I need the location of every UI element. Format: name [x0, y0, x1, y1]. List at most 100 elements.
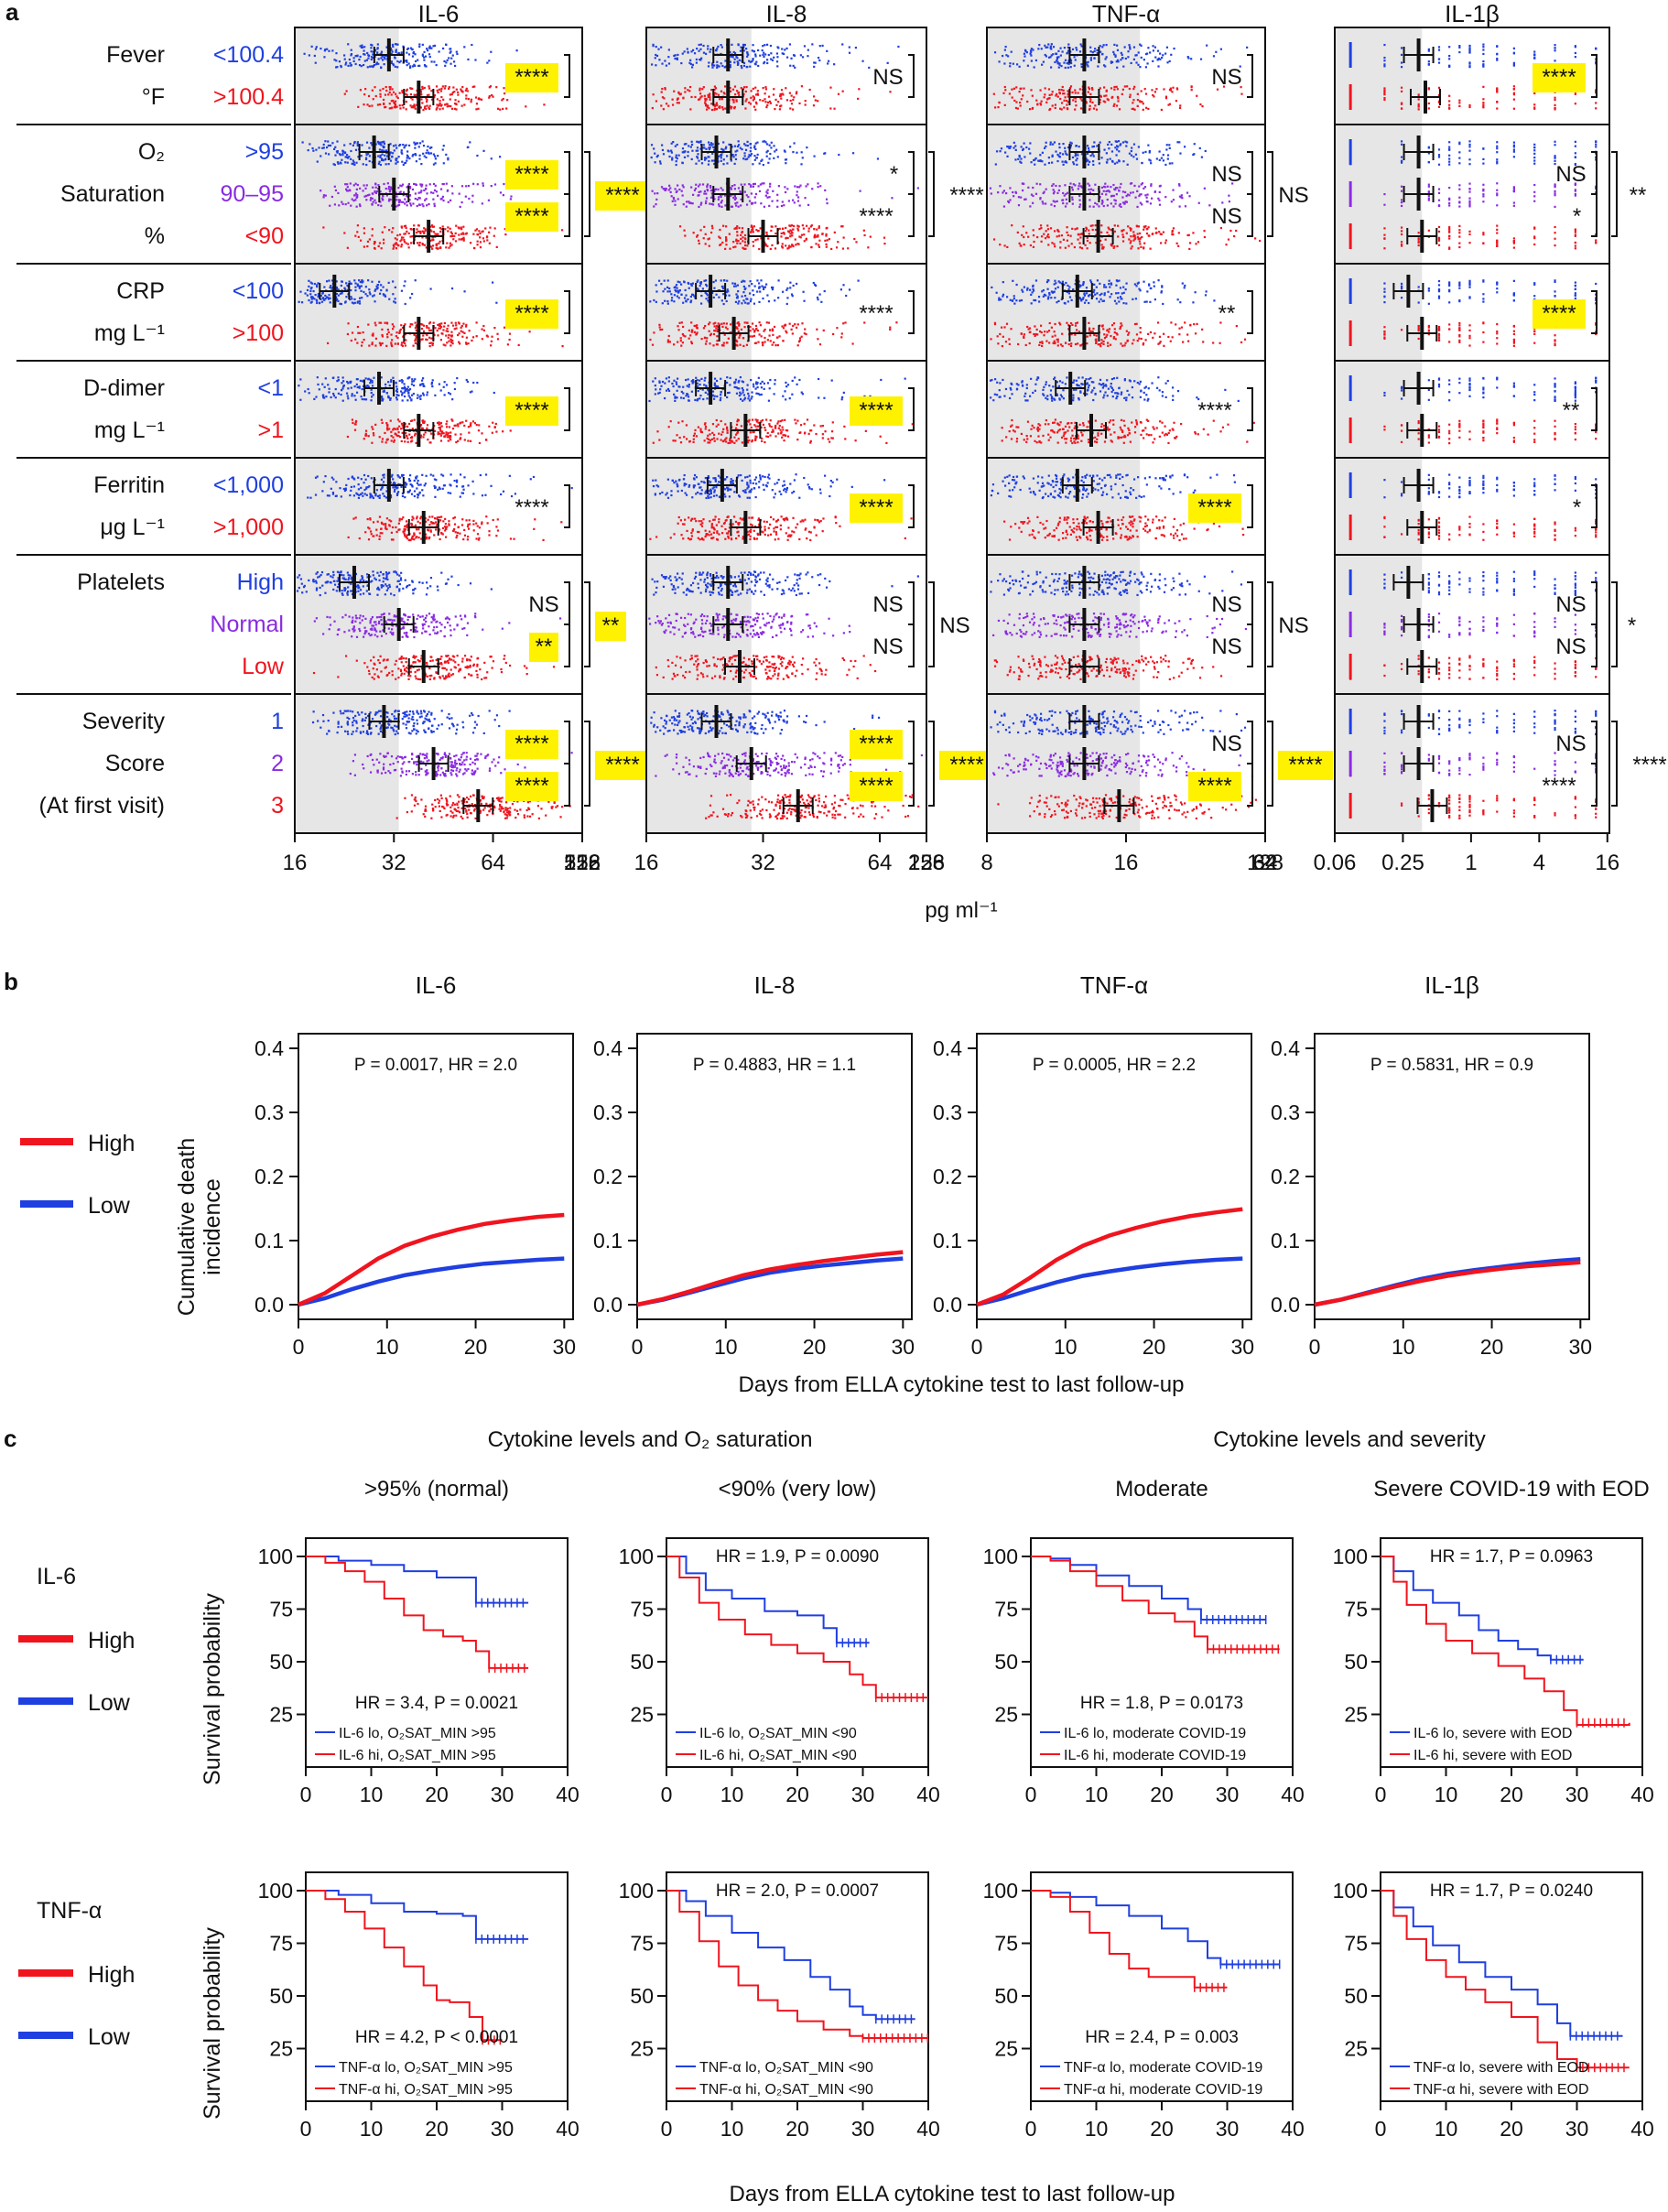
data-point: [509, 814, 512, 817]
data-point: [353, 385, 356, 388]
data-point: [375, 489, 378, 492]
data-point: [805, 185, 807, 188]
data-point: [325, 146, 329, 149]
data-point: [504, 808, 507, 811]
level-label: >100.4: [213, 84, 284, 110]
data-point: [410, 493, 414, 495]
significance-label: *: [890, 162, 898, 187]
data-point: [395, 238, 398, 241]
data-point: [367, 323, 370, 326]
data-point: [376, 520, 379, 523]
data-point: [716, 66, 719, 69]
data-point: [395, 335, 397, 338]
data-point: [475, 228, 479, 231]
data-point: [410, 794, 414, 797]
data-point: [799, 236, 802, 239]
data-point: [325, 280, 329, 283]
data-point: [717, 188, 720, 191]
data-point: [719, 105, 721, 108]
data-point: [787, 246, 790, 249]
data-point: [391, 339, 394, 342]
data-point: [707, 48, 709, 50]
data-point: [379, 89, 382, 92]
data-point: [785, 56, 789, 59]
data-point: [438, 242, 440, 245]
data-point: [404, 302, 406, 306]
data-point: [458, 796, 460, 798]
beeswarm-points: [301, 140, 502, 167]
data-point: [650, 144, 654, 146]
data-point: [502, 430, 504, 433]
data-point: [699, 58, 701, 61]
data-point: [450, 185, 453, 188]
data-point: [490, 656, 493, 658]
data-point: [469, 757, 472, 760]
data-point: [427, 439, 429, 441]
overall-bracket: [584, 721, 590, 807]
data-point: [746, 157, 749, 160]
data-point: [467, 797, 471, 801]
data-point: [464, 768, 467, 771]
level-label: >100: [233, 320, 284, 346]
data-point: [678, 188, 681, 191]
data-point: [434, 486, 437, 490]
data-point: [431, 236, 434, 239]
data-point: [450, 331, 453, 333]
data-point: [385, 85, 387, 89]
data-point: [353, 140, 356, 144]
data-point: [400, 151, 403, 154]
data-point: [428, 104, 431, 107]
data-point: [421, 87, 424, 91]
data-point: [438, 88, 441, 91]
data-point: [377, 658, 380, 662]
data-point: [720, 200, 723, 202]
data-point: [320, 726, 322, 729]
data-point: [748, 183, 751, 186]
data-point: [654, 161, 656, 164]
data-point: [441, 487, 444, 490]
data-point: [721, 108, 725, 111]
data-point: [397, 676, 400, 679]
data-point: [385, 423, 389, 427]
data-point: [405, 100, 408, 103]
data-point: [308, 285, 310, 288]
data-point: [389, 763, 392, 766]
data-point: [402, 711, 405, 715]
data-point: [551, 806, 554, 808]
data-point: [670, 149, 673, 152]
data-point: [395, 434, 399, 437]
data-point: [406, 186, 408, 189]
panel-a: aFever°F<100.4>100.4O₂Saturation%>9590–9…: [5, 0, 1667, 923]
data-point: [340, 725, 343, 728]
data-point: [405, 660, 407, 664]
data-point: [439, 657, 442, 660]
data-point: [357, 105, 360, 108]
data-point: [383, 763, 385, 765]
data-point: [729, 64, 731, 67]
data-point: [711, 227, 714, 230]
data-point: [460, 807, 463, 809]
data-point: [409, 228, 412, 231]
data-point: [329, 623, 332, 626]
data-point: [381, 485, 384, 489]
data-point: [489, 803, 492, 806]
data-point: [462, 537, 465, 541]
data-point: [449, 242, 451, 244]
data-point: [851, 152, 855, 155]
data-point: [408, 538, 412, 542]
data-point: [735, 204, 738, 207]
data-point: [368, 344, 371, 347]
data-point: [426, 664, 428, 667]
data-point: [494, 422, 497, 426]
data-point: [380, 670, 383, 673]
data-point: [457, 321, 460, 324]
data-point: [466, 622, 470, 624]
data-point: [703, 157, 707, 159]
data-point: [467, 184, 471, 188]
data-point: [374, 143, 377, 146]
data-point: [315, 617, 318, 620]
data-point: [459, 614, 462, 617]
data-point: [504, 233, 507, 236]
data-point: [797, 196, 800, 199]
data-point: [439, 774, 442, 776]
